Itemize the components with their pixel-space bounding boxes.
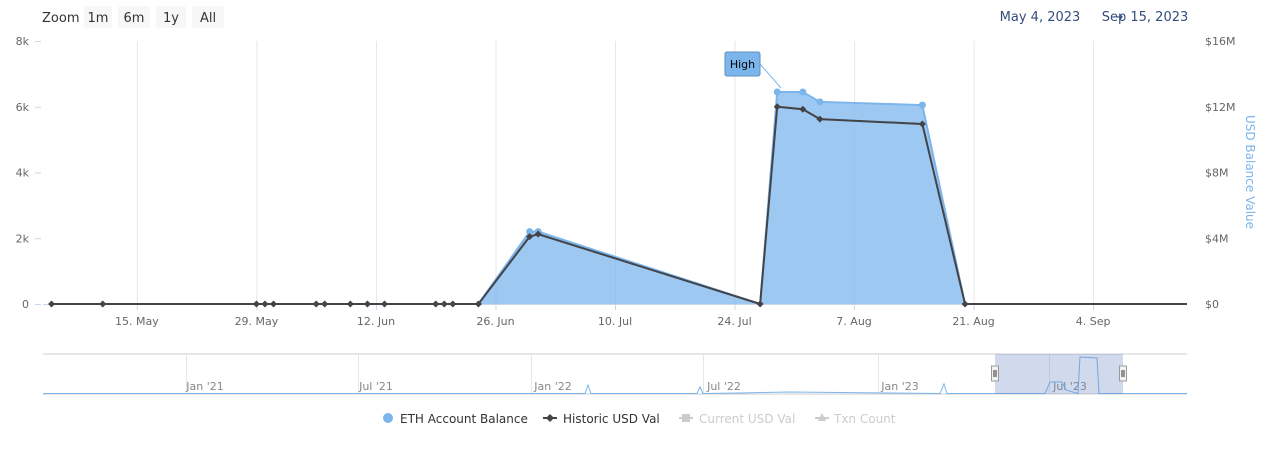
navigator-label: Jan '21 — [185, 380, 223, 393]
usd-point — [816, 115, 824, 123]
x-tick-label: 7. Aug — [836, 315, 871, 328]
navigator[interactable]: Jan '21 Jul '21 Jan '22 Jul '22 Jan '23 … — [43, 353, 1187, 395]
x-tick-label: 24. Jul — [717, 315, 751, 328]
tooltip-connector — [759, 63, 782, 89]
legend-label: ETH Account Balance — [400, 412, 528, 426]
usd-point — [773, 103, 781, 111]
right-tick-label: $16M — [1205, 35, 1236, 48]
usd-point — [261, 300, 269, 308]
legend-item-current-usd[interactable]: Current USD Val — [679, 412, 795, 426]
zoom-all-button[interactable]: All — [192, 6, 224, 28]
zoom-6m-button[interactable]: 6m — [118, 6, 150, 28]
right-tick-label: $4M — [1205, 232, 1229, 245]
navigator-label: Jul '21 — [358, 380, 393, 393]
x-tick-label: 12. Jun — [357, 315, 395, 328]
usd-point — [380, 300, 388, 308]
navigator-handle-left[interactable] — [991, 365, 999, 382]
range-arrow: → — [1113, 10, 1124, 25]
navigator-grid — [186, 354, 1050, 394]
high-tooltip: High — [724, 51, 782, 89]
x-tick-label: 10. Jul — [598, 315, 632, 328]
zoom-1m-label: 1m — [88, 11, 109, 26]
navigator-label: Jan '22 — [533, 380, 571, 393]
usd-point — [526, 233, 534, 241]
legend-label: Txn Count — [833, 412, 896, 426]
usd-point — [534, 230, 542, 238]
zoom-1m-button[interactable]: 1m — [84, 6, 112, 28]
y-tick-label: 6k — [16, 101, 30, 114]
legend: ETH Account Balance Historic USD Val Cur… — [383, 412, 896, 426]
x-tick-label: 29. May — [235, 315, 279, 328]
tooltip-label: High — [730, 58, 755, 71]
series-historic-usd — [48, 103, 1187, 308]
usd-point — [252, 300, 260, 308]
usd-point — [440, 300, 448, 308]
usd-point — [918, 120, 926, 128]
y-tick-label: 0 — [22, 298, 29, 311]
usd-point — [474, 300, 482, 308]
navigator-label: Jul '22 — [706, 380, 741, 393]
zoom-1y-label: 1y — [163, 11, 179, 26]
legend-item-eth-balance[interactable]: ETH Account Balance — [383, 412, 528, 426]
x-tick-label: 21. Aug — [952, 315, 994, 328]
right-tick-label: $8M — [1205, 167, 1229, 180]
usd-point — [312, 300, 320, 308]
navigator-label: Jan '23 — [880, 380, 918, 393]
zoom-1y-button[interactable]: 1y — [156, 6, 186, 28]
navigator-selection[interactable] — [995, 354, 1123, 394]
y-tick-label: 4k — [16, 167, 30, 180]
legend-item-historic-usd[interactable]: Historic USD Val — [543, 412, 660, 426]
eth-point — [799, 88, 807, 96]
usd-point — [363, 300, 371, 308]
diamond-icon — [546, 414, 554, 422]
circle-icon — [383, 413, 393, 423]
series-eth-balance — [51, 88, 1187, 306]
usd-point — [99, 300, 107, 308]
usd-point — [961, 300, 969, 308]
x-tick-label: 26. Jun — [476, 315, 514, 328]
zoom-all-label: All — [200, 11, 216, 26]
right-y-axis: $0 $4M $8M $12M $16M — [1205, 35, 1236, 311]
usd-point — [756, 300, 764, 308]
navigator-series — [43, 356, 1187, 395]
tooltip-box — [724, 51, 761, 77]
y-tick-label: 8k — [16, 35, 30, 48]
right-tick-label: $0 — [1205, 298, 1219, 311]
legend-label: Historic USD Val — [563, 412, 660, 426]
eth-point — [773, 88, 781, 96]
usd-point — [321, 300, 329, 308]
zoom-label: Zoom — [42, 11, 79, 26]
triangle-icon — [818, 413, 826, 421]
x-tick-label: 4. Sep — [1076, 315, 1111, 328]
usd-point — [432, 300, 440, 308]
eth-point — [918, 101, 926, 109]
zoom-6m-label: 6m — [124, 11, 145, 26]
right-tick-label: $12M — [1205, 101, 1236, 114]
y-tick-label: 2k — [16, 232, 30, 245]
usd-point — [48, 300, 56, 308]
usd-point — [270, 300, 278, 308]
legend-label: Current USD Val — [699, 412, 795, 426]
x-tick-label: 15. May — [115, 315, 159, 328]
usd-point — [449, 300, 457, 308]
square-icon — [682, 414, 690, 422]
usd-point — [799, 105, 807, 113]
usd-point — [346, 300, 354, 308]
right-axis-title: USD Balance Value — [1243, 115, 1257, 229]
x-axis: 15. May 29. May 12. Jun 26. Jun 10. Jul 24. J… — [43, 304, 1187, 328]
range-from-input[interactable]: May 4, 2023 — [1000, 10, 1081, 25]
legend-item-txn-count[interactable]: Txn Count — [815, 412, 896, 426]
range-to-input[interactable]: Sep 15, 2023 — [1102, 10, 1189, 25]
navigator-handle-right[interactable] — [1119, 365, 1127, 382]
eth-area — [51, 91, 1187, 304]
eth-point — [816, 98, 824, 106]
left-y-axis: 0 2k 4k 6k 8k — [16, 35, 41, 311]
eth-point — [526, 228, 534, 236]
